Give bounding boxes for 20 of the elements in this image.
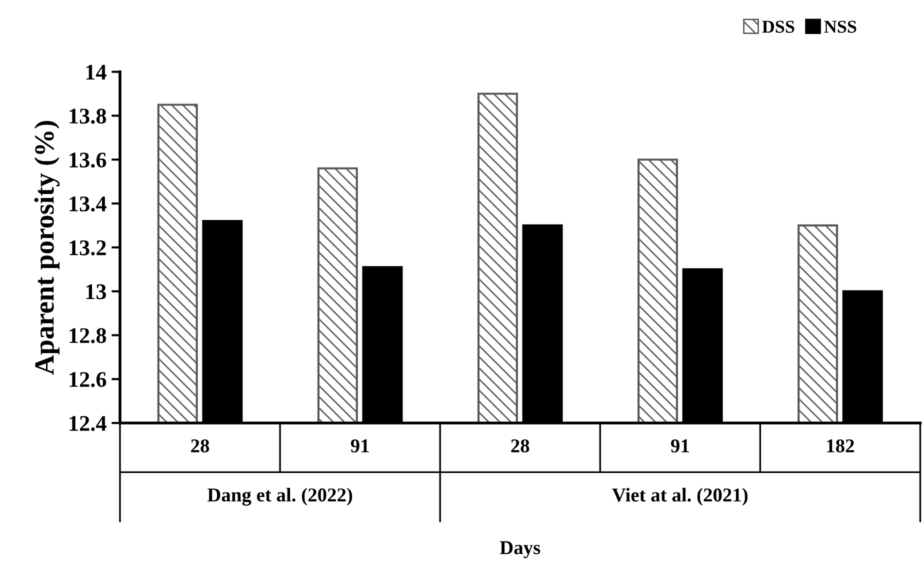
x-tick-label: 91	[350, 439, 369, 452]
y-axis-title: Aparent porosity (%)	[34, 121, 60, 375]
text: Viet at al. (2021)	[612, 488, 748, 506]
x-tick-label: 182	[827, 439, 854, 452]
y-tick-label: 14	[86, 64, 106, 80]
y-tick-label: 12.8	[70, 328, 106, 344]
legend-label: NSS	[824, 20, 856, 33]
y-tick-label: 13.6	[70, 152, 106, 168]
legend-label: DSS	[762, 20, 794, 33]
y-tick-label: 12.4	[70, 416, 106, 432]
y-tick-label: 13.4	[70, 196, 106, 212]
x-tick-label: 28	[511, 439, 530, 452]
y-tick-label: 13	[86, 284, 106, 300]
x-tick-label: 28	[191, 439, 210, 452]
y-tick-label: 12.6	[70, 372, 106, 388]
x-tick-label: 91	[670, 439, 689, 452]
y-tick-label: 13.8	[70, 108, 106, 124]
text: Dang et al. (2022)	[207, 488, 352, 506]
y-tick-label: 13.2	[70, 240, 106, 256]
x-axis-title: Days	[500, 541, 540, 558]
